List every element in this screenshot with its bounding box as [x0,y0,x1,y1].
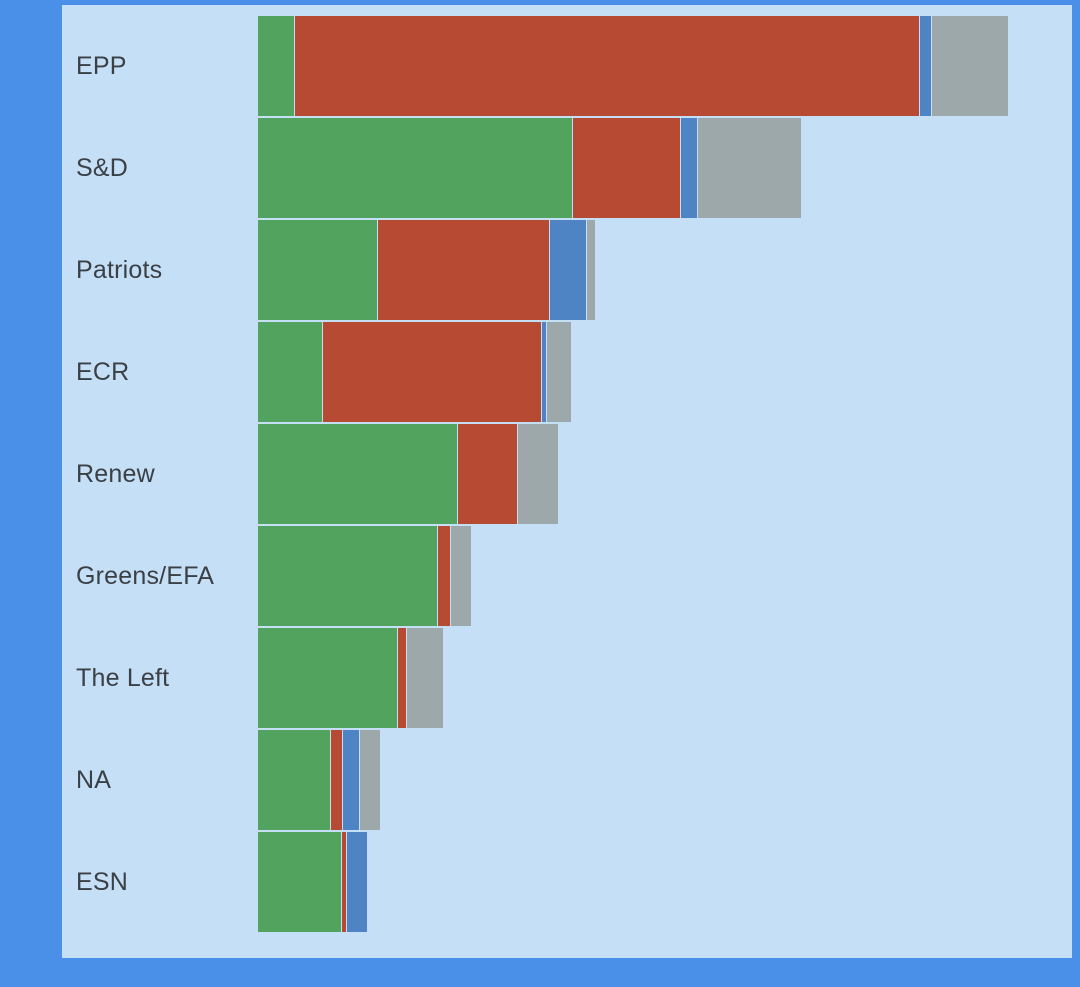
gray-bar-segment [360,730,381,830]
green-bar-segment [258,424,457,524]
chart-row: Renew [62,424,1072,524]
row-label: S&D [76,153,129,182]
gray-bar-segment [450,526,471,626]
stacked-bar-chart: EPP S&D Patriots ECR Renew Greens/EFA The Left… [62,16,1072,934]
green-bar-segment [258,730,330,830]
blue-bar-segment [542,322,547,422]
gray-bar-segment [407,628,443,728]
chart-row: NA [62,730,1072,830]
bar [258,322,571,422]
blue-bar-segment [343,730,360,830]
bar [258,118,802,218]
chart-row: The Left [62,628,1072,728]
green-bar-segment [258,526,437,626]
chart-row: S&D [62,118,1072,218]
red-bar-segment [330,730,343,830]
red-bar-segment [398,628,406,728]
blue-bar-segment [347,832,368,932]
row-label: Patriots [76,255,163,284]
row-label: ESN [76,867,129,896]
red-bar-segment [378,220,550,320]
bar [258,526,471,626]
red-bar-segment [572,118,681,218]
row-label: NA [76,765,112,794]
green-bar-segment [258,16,294,116]
gray-bar-segment [518,424,558,524]
gray-bar-segment [586,220,595,320]
row-label: Renew [76,459,155,488]
bar [258,628,443,728]
bar [258,220,595,320]
chart-panel: EPP S&D Patriots ECR Renew Greens/EFA The Left… [62,5,1072,958]
chart-row: Patriots [62,220,1072,320]
bar [258,832,368,932]
chart-row: ESN [62,832,1072,932]
green-bar-segment [258,832,342,932]
red-bar-segment [342,832,347,932]
red-bar-segment [457,424,518,524]
green-bar-segment [258,220,378,320]
bar [258,730,381,830]
chart-row: EPP [62,16,1072,116]
row-label: EPP [76,51,127,80]
red-bar-segment [294,16,919,116]
chart-row: ECR [62,322,1072,422]
green-bar-segment [258,118,572,218]
row-label: Greens/EFA [76,561,215,590]
blue-bar-segment [919,16,932,116]
gray-bar-segment [932,16,1008,116]
gray-bar-segment [698,118,802,218]
row-label: The Left [76,663,170,692]
red-bar-segment [322,322,542,422]
blue-bar-segment [681,118,698,218]
bar [258,16,1008,116]
green-bar-segment [258,322,322,422]
red-bar-segment [437,526,450,626]
chart-row: Greens/EFA [62,526,1072,626]
bar [258,424,558,524]
blue-bar-segment [550,220,586,320]
green-bar-segment [258,628,398,728]
gray-bar-segment [547,322,571,422]
row-label: ECR [76,357,130,386]
